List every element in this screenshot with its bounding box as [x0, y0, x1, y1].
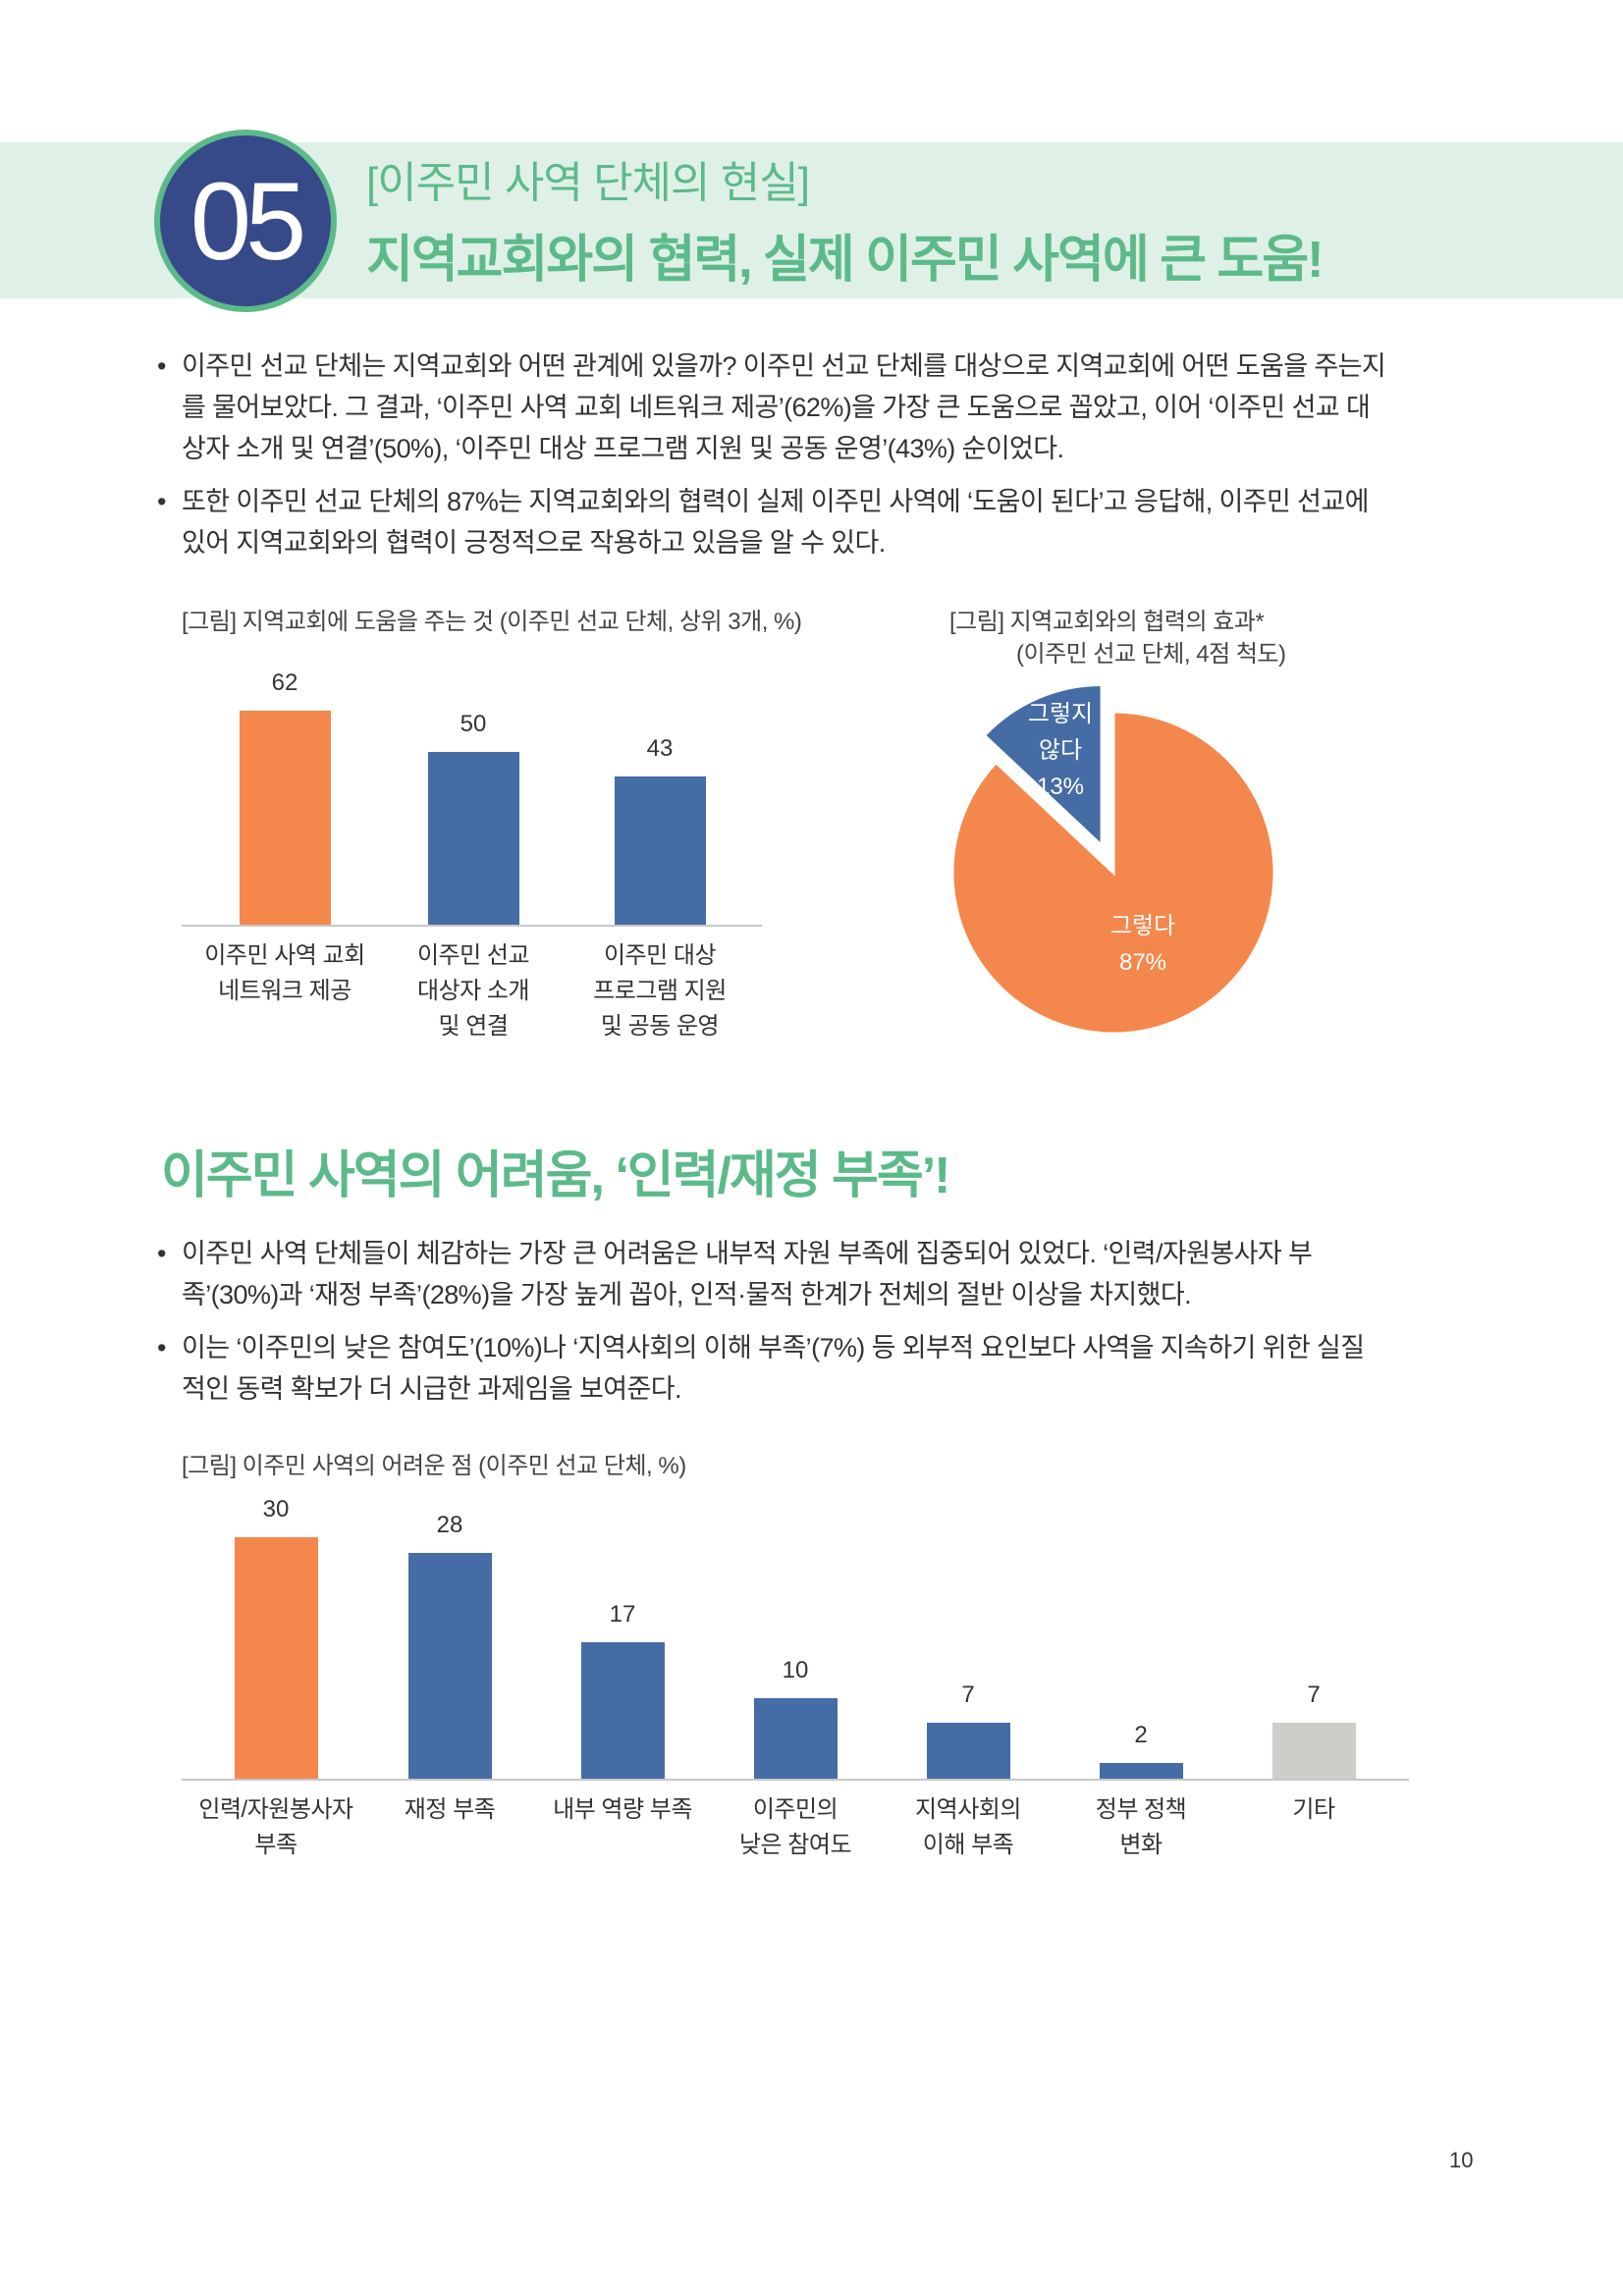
category-label-line: 이주민 대상	[603, 942, 717, 969]
data-label: 30	[262, 1496, 290, 1522]
section-kicker: [이주민 사역 단체의 현실]	[366, 159, 810, 207]
category-label-line: 부족	[254, 1832, 298, 1858]
chart2-subtitle: (이주민 선교 단체, 4점 척도)	[1016, 641, 1286, 667]
bullet-line: 를 물어보았다. 그 결과, ‘이주민 사역 교회 네트워크 제공’(62%)을…	[182, 393, 1371, 422]
bar	[407, 1553, 492, 1779]
category-label-line: 인력/자원봉사자	[198, 1796, 353, 1823]
pie-label-text: 않다	[1038, 737, 1083, 764]
page-title: 지역교회와의 협력, 실제 이주민 사역에 큰 도움!	[366, 232, 1324, 289]
category-label: 기타	[1292, 1792, 1335, 1828]
data-label: 7	[1307, 1681, 1321, 1708]
data-label: 2	[1134, 1721, 1148, 1748]
category-label-line: 이주민 사역 교회	[204, 942, 365, 969]
category-label-line: 이주민 선교	[416, 942, 530, 969]
category-label: 내부 역량 부족	[553, 1792, 692, 1828]
category-label-line: 이해 부족	[922, 1832, 1014, 1858]
section-heading: 이주민 사역의 어려움, ‘인력/재정 부족’!	[161, 1148, 950, 1204]
bullet-item: • 이주민 선교 단체는 지역교회와 어떤 관계에 있을까? 이주민 선교 단체를…	[157, 346, 1478, 469]
category-label-line: 이주민의	[752, 1796, 839, 1823]
pie-percent: 87%	[1118, 949, 1167, 976]
pie-chart	[950, 682, 1276, 1036]
bar	[239, 711, 331, 925]
bullet-dot-icon: •	[157, 1239, 166, 1268]
data-label: 43	[646, 734, 674, 762]
bullet-dot-icon: •	[157, 487, 166, 516]
x-axis-line	[182, 1779, 1409, 1781]
chart3-title: [그림] 이주민 사역의 어려운 점 (이주민 선교 단체, %)	[182, 1453, 686, 1479]
page-number: 10	[1449, 2148, 1474, 2172]
bullet-dot-icon: •	[157, 351, 166, 381]
category-label-line: 재정 부족	[404, 1796, 496, 1823]
bullet-line: 적인 동력 확보가 더 시급한 과제임을 보여준다.	[182, 1374, 681, 1404]
data-label: 10	[782, 1657, 809, 1683]
category-label-line: 기타	[1292, 1796, 1335, 1823]
category-label-line: 네트워크 제공	[218, 978, 352, 1004]
category-label-line: 낮은 참여도	[738, 1832, 852, 1858]
section-number-badge: 05	[154, 130, 337, 312]
bar	[234, 1537, 318, 1779]
data-label: 28	[436, 1512, 463, 1539]
pie-label-text: 그렇지	[1027, 701, 1094, 727]
category-label-line: 및 공동 운영	[600, 1013, 720, 1040]
bar	[427, 752, 519, 925]
bullet-line: 또한 이주민 선교 단체의 87%는 지역교회와의 협력이 실제 이주민 사역에…	[182, 487, 1369, 516]
category-label-line: 대상자 소개	[416, 978, 530, 1004]
bar	[753, 1698, 838, 1779]
category-label-line: 변화	[1119, 1832, 1163, 1858]
bullet-item: • 이주민 사역 단체들이 체감하는 가장 큰 어려움은 내부적 자원 부족에 집…	[157, 1233, 1478, 1315]
bullet-line: 상자 소개 및 연결’(50%), ‘이주민 대상 프로그램 지원 및 공동 운…	[182, 434, 1064, 463]
pie-label-text: 그렇다	[1109, 913, 1176, 939]
pie-slice	[950, 710, 1276, 1036]
category-label: 재정 부족	[405, 1792, 496, 1828]
bar	[580, 1641, 665, 1779]
bullet-item: • 또한 이주민 선교 단체의 87%는 지역교회와의 협력이 실제 이주민 사역…	[157, 481, 1478, 563]
category-label-line: 지역사회의	[915, 1796, 1021, 1823]
bullet-line: 이는 ‘이주민의 낮은 참여도’(10%)나 ‘지역사회의 이해 부족’(7%)…	[182, 1333, 1365, 1362]
bullet-line: 이주민 선교 단체는 지역교회와 어떤 관계에 있을까? 이주민 선교 단체를 …	[182, 351, 1386, 381]
bullet-item: • 이는 ‘이주민의 낮은 참여도’(10%)나 ‘지역사회의 이해 부족’(7%…	[157, 1327, 1478, 1410]
chart2-title: [그림] 지역교회와의 협력의 효과*	[949, 609, 1265, 635]
bar	[1271, 1722, 1356, 1779]
pie-slice-label: 그렇다 87%	[1110, 908, 1175, 981]
x-axis-line	[182, 925, 762, 927]
data-label: 17	[609, 1600, 636, 1628]
bullet-line: 이주민 사역 단체들이 체감하는 가장 큰 어려움은 내부적 자원 부족에 집중…	[182, 1239, 1313, 1268]
category-label-line: 정부 정책	[1095, 1796, 1187, 1823]
category-label-line: 내부 역량 부족	[553, 1796, 692, 1823]
bullet-line: 있어 지역교회와의 협력이 긍정적으로 작용하고 있음을 알 수 있다.	[182, 528, 886, 558]
data-label: 50	[460, 711, 487, 738]
bar	[926, 1722, 1010, 1779]
data-label: 62	[271, 669, 298, 696]
bar	[1099, 1762, 1183, 1779]
bullet-line: 족’(30%)과 ‘재정 부족’(28%)을 가장 높게 꼽아, 인적·물적 한…	[182, 1280, 1192, 1309]
data-label: 7	[961, 1681, 975, 1708]
bar	[614, 775, 706, 925]
chart1-title: [그림] 지역교회에 도움을 주는 것 (이주민 선교 단체, 상위 3개, %…	[182, 609, 802, 635]
category-label-line: 및 연결	[438, 1013, 509, 1040]
category-label-line: 프로그램 지원	[593, 978, 727, 1004]
pie-slice	[982, 682, 1104, 849]
bullet-list-2: • 이주민 사역 단체들이 체감하는 가장 큰 어려움은 내부적 자원 부족에 집…	[157, 1233, 1478, 1421]
pie-percent: 13%	[1036, 774, 1085, 800]
bullet-dot-icon: •	[157, 1333, 166, 1362]
bullet-list-1: • 이주민 선교 단체는 지역교회와 어떤 관계에 있을까? 이주민 선교 단체를…	[157, 346, 1478, 575]
